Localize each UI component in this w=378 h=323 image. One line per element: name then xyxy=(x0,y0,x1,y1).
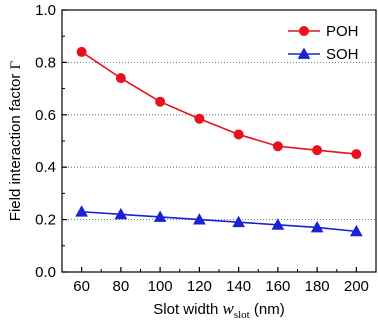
series-line xyxy=(81,51,357,155)
data-point xyxy=(76,46,87,57)
legend: POH SOH xyxy=(288,23,359,63)
gridlines xyxy=(62,62,376,221)
data-point xyxy=(350,224,363,237)
data-point xyxy=(194,113,205,124)
x-axis-title: Slot width wslot (nm) xyxy=(153,299,284,321)
data-point xyxy=(272,141,283,152)
x-tick-label: 80 xyxy=(113,278,130,295)
data-point xyxy=(155,96,166,107)
axis-ticks: 0.0 0.2 0.4 0.6 0.8 1.0 60 80 100 120 140 160 180 200 xyxy=(35,2,369,295)
y-tick-label: 0.2 xyxy=(35,212,56,229)
y-tick-label: 0.8 xyxy=(35,54,56,71)
y-axis-title: Field interaction factor Γ xyxy=(7,60,24,221)
series-line xyxy=(81,210,357,233)
x-tick-label: 100 xyxy=(148,278,173,295)
data-point xyxy=(310,220,324,233)
y-tick-label: 0.6 xyxy=(35,107,56,124)
data-point xyxy=(114,207,128,220)
series-poh xyxy=(76,46,362,160)
x-tick-label: 180 xyxy=(305,278,330,295)
data-point xyxy=(312,145,323,156)
y-tick-label: 0.0 xyxy=(35,264,56,281)
x-axis-title-var: w xyxy=(222,299,234,318)
x-tick-label: 200 xyxy=(344,278,369,295)
x-tick-label: 160 xyxy=(265,278,290,295)
y-tick-label: 1.0 xyxy=(35,2,56,19)
y-tick-label: 0.4 xyxy=(35,159,56,176)
y-axis-title-main: Field interaction factor xyxy=(7,69,24,221)
x-tick-label: 140 xyxy=(226,278,251,295)
data-point xyxy=(193,213,206,225)
series-layer xyxy=(75,46,363,237)
x-axis-title-sub: slot xyxy=(234,309,250,321)
data-point xyxy=(232,215,245,228)
x-axis-title-unit: (nm) xyxy=(250,301,285,318)
legend-label: SOH xyxy=(326,46,359,63)
data-point xyxy=(75,205,88,217)
series-soh xyxy=(75,205,363,237)
legend-label: POH xyxy=(326,23,359,40)
data-point xyxy=(153,210,167,222)
legend-marker xyxy=(299,26,309,36)
x-axis-title-main: Slot width xyxy=(153,301,222,318)
x-tick-label: 120 xyxy=(187,278,212,295)
x-tick-label: 60 xyxy=(73,278,90,295)
data-point xyxy=(271,218,285,230)
legend-marker xyxy=(297,47,311,59)
data-point xyxy=(233,129,244,140)
data-point xyxy=(351,149,362,160)
data-point xyxy=(115,73,126,84)
y-axis-title-symbol: Γ xyxy=(8,60,24,69)
